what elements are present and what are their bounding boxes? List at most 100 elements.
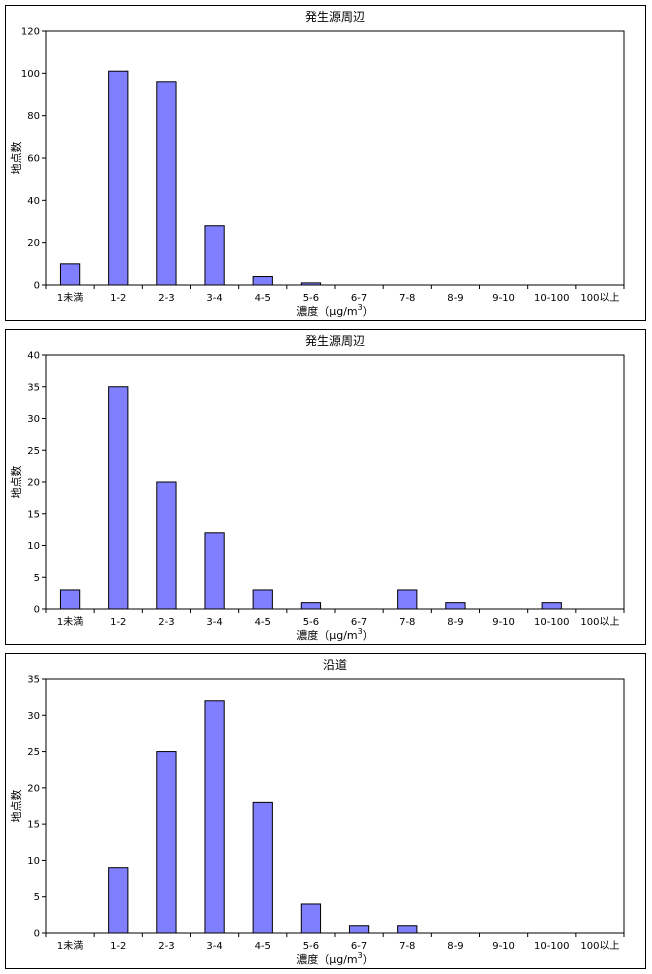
x-tick-label: 9-10 <box>492 293 515 304</box>
x-axis-label-close: ） <box>363 953 374 966</box>
y-tick-label: 20 <box>27 478 40 489</box>
y-tick-label: 0 <box>34 605 40 616</box>
plot-area <box>45 30 625 286</box>
x-axis-label-close: ） <box>363 629 374 642</box>
plot-area <box>45 678 625 934</box>
bar <box>300 903 322 934</box>
y-tick-label: 60 <box>27 154 40 165</box>
y-tick-label: 15 <box>27 509 40 520</box>
x-axis-label-sup: 3 <box>358 303 363 312</box>
y-tick-label: 0 <box>34 929 40 940</box>
y-tick-label: 35 <box>27 382 40 393</box>
y-tick-label: 10 <box>27 541 40 552</box>
y-tick-label: 80 <box>27 111 40 122</box>
y-tick-label: 5 <box>34 573 40 584</box>
x-tick-label: 7-8 <box>399 293 415 304</box>
chart-3-svg: 沿道 0 5 10 15 20 25 30 35 地点数 1未満 1-2 2-3 3-4 4-5 5-6 6-7… <box>10 658 625 966</box>
bar <box>108 386 129 610</box>
bar <box>300 602 322 610</box>
bar <box>397 589 418 610</box>
x-axis-label-main: 濃度（μg/m <box>296 628 357 642</box>
y-tick-label: 100 <box>21 69 40 80</box>
x-tick-label: 8-9 <box>447 617 463 628</box>
x-tick-label: 3-4 <box>206 617 222 628</box>
x-tick-label: 6-7 <box>351 293 367 304</box>
bar <box>252 276 273 286</box>
chart-2-svg: 発生源周辺 0 5 10 15 20 25 30 35 40 地点数 1未満 1-2 2-3 3-4 4-5 5… <box>10 334 625 642</box>
y-axis-label: 地点数 <box>10 466 23 499</box>
chart-title: 発生源周辺 <box>305 334 365 348</box>
chart-panel-3: 沿道 0 5 10 15 20 25 30 35 地点数 1未満 1-2 2-3 3-4 4-5 5-6 6-7… <box>5 653 646 969</box>
x-tick-label: 9-10 <box>492 941 515 952</box>
x-tick-label: 6-7 <box>351 617 367 628</box>
x-tick-label: 100以上 <box>580 292 619 304</box>
chart-title: 沿道 <box>323 658 347 672</box>
chart-title: 発生源周辺 <box>305 10 365 24</box>
chart-1-svg: 発生源周辺 0 20 40 60 80 100 120 地点数 1未満 1-2 2-3 3-4 4-5 5-… <box>10 10 625 318</box>
y-tick-label: 120 <box>21 27 40 38</box>
x-tick-label: 4-5 <box>255 941 271 952</box>
x-tick-label: 5-6 <box>303 941 319 952</box>
x-tick-label: 100以上 <box>580 940 619 952</box>
plot-area <box>45 354 625 610</box>
bar <box>541 602 562 610</box>
x-tick-label: 2-3 <box>158 941 174 952</box>
x-tick-label: 1未満 <box>57 616 83 628</box>
bar <box>59 589 81 610</box>
x-tick-label: 4-5 <box>255 617 271 628</box>
x-tick-label: 5-6 <box>303 617 319 628</box>
x-tick-label: 1-2 <box>110 293 126 304</box>
x-tick-label: 10-100 <box>534 617 569 628</box>
x-axis-label: 濃度（μg/m3） <box>296 951 374 966</box>
y-tick-label: 20 <box>27 783 40 794</box>
x-axis-label-sup: 3 <box>358 627 363 636</box>
y-tick-label: 10 <box>27 856 40 867</box>
bar <box>156 481 177 610</box>
bar <box>445 602 466 610</box>
bar <box>204 532 225 610</box>
x-tick-label: 2-3 <box>158 617 174 628</box>
x-tick-label: 7-8 <box>399 617 415 628</box>
bar <box>108 867 129 934</box>
y-tick-label: 30 <box>27 414 40 425</box>
x-tick-label: 1-2 <box>110 617 126 628</box>
y-tick-label: 15 <box>27 820 40 831</box>
x-axis-label-sup: 3 <box>358 951 363 960</box>
bar <box>156 751 177 934</box>
x-tick-label: 10-100 <box>534 941 569 952</box>
chart-panel-2: 発生源周辺 0 5 10 15 20 25 30 35 40 地点数 1未満 1-2 2-3 3-4 4-5 5… <box>5 329 646 645</box>
bar <box>252 589 273 610</box>
y-axis-label: 地点数 <box>10 790 23 823</box>
x-tick-label: 8-9 <box>447 941 463 952</box>
y-tick-label: 30 <box>27 711 40 722</box>
x-axis-label-main: 濃度（μg/m <box>296 304 357 318</box>
x-tick-label: 6-7 <box>351 941 367 952</box>
x-tick-label: 9-10 <box>492 617 515 628</box>
y-tick-label: 20 <box>27 238 40 249</box>
y-tick-label: 25 <box>27 446 40 457</box>
bar <box>204 225 225 286</box>
bar <box>252 801 273 934</box>
x-tick-label: 10-100 <box>534 293 569 304</box>
x-tick-label: 4-5 <box>255 293 271 304</box>
y-tick-label: 40 <box>27 196 40 207</box>
bar <box>156 81 177 286</box>
y-tick-label: 5 <box>34 892 40 903</box>
x-tick-label: 2-3 <box>158 293 174 304</box>
x-tick-label: 1未満 <box>57 940 83 952</box>
x-axis-label-main: 濃度（μg/m <box>296 952 357 966</box>
x-tick-label: 1-2 <box>110 941 126 952</box>
x-tick-label: 100以上 <box>580 616 619 628</box>
bar <box>397 925 418 934</box>
x-tick-label: 8-9 <box>447 293 463 304</box>
bar <box>204 700 225 934</box>
x-tick-label: 3-4 <box>206 293 222 304</box>
bar <box>108 70 129 286</box>
x-tick-label: 7-8 <box>399 941 415 952</box>
bar <box>348 925 370 934</box>
y-axis-label: 地点数 <box>10 142 23 175</box>
x-tick-label: 5-6 <box>303 293 319 304</box>
chart-panel-1: 発生源周辺 0 20 40 60 80 100 120 地点数 1未満 1-2 2-3 3-4 4-5 5-… <box>5 5 646 321</box>
y-tick-label: 40 <box>27 351 40 362</box>
x-axis-label: 濃度（μg/m3） <box>296 303 374 318</box>
